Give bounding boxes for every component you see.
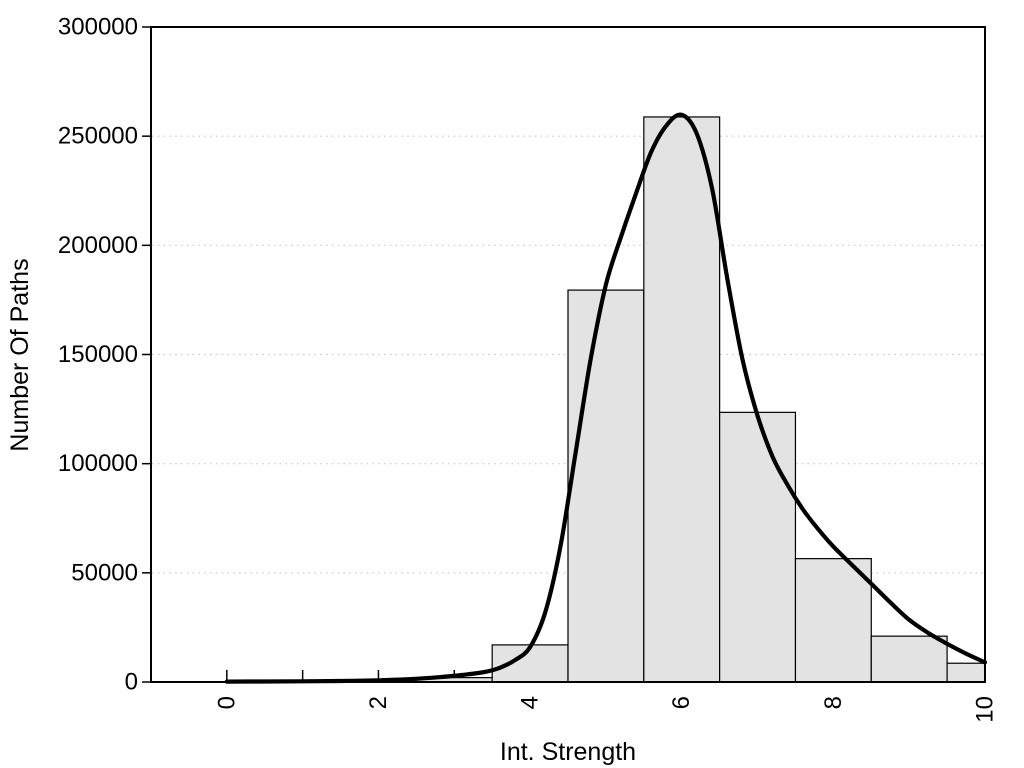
y-tick-label: 300000 (58, 14, 138, 41)
y-tick-label: 200000 (58, 232, 138, 259)
plot-border (150, 26, 986, 683)
y-tick-label: 250000 (58, 123, 138, 150)
y-axis-ticks (142, 26, 150, 683)
histogram-bar (719, 411, 797, 683)
histogram-bar (946, 662, 986, 683)
histogram-bar (870, 635, 948, 683)
y-tick-labels: 0 50000 100000 150000 200000 250000 300000 (58, 14, 138, 696)
x-tick-label: 8 (820, 696, 847, 709)
x-tick-label: 4 (517, 696, 544, 709)
histogram-bar (643, 116, 721, 683)
histogram-bar (567, 289, 645, 683)
y-tick-label: 50000 (71, 559, 138, 586)
x-tick-label: 6 (668, 696, 695, 709)
x-tick-label: 0 (213, 696, 240, 709)
density-curve (224, 112, 988, 684)
y-tick-label: 150000 (58, 341, 138, 368)
x-tick-labels: 0 2 4 6 8 10 (213, 696, 998, 723)
y-tick-label: 100000 (58, 450, 138, 477)
x-axis-title: Int. Strength (500, 738, 636, 766)
x-tick-label: 2 (365, 696, 392, 709)
y-axis-title: Number Of Paths (6, 258, 34, 451)
x-tick-label: 10 (972, 696, 999, 723)
y-tick-label: 0 (125, 669, 138, 696)
histogram-bar (794, 558, 872, 683)
histogram-bars (415, 116, 986, 683)
